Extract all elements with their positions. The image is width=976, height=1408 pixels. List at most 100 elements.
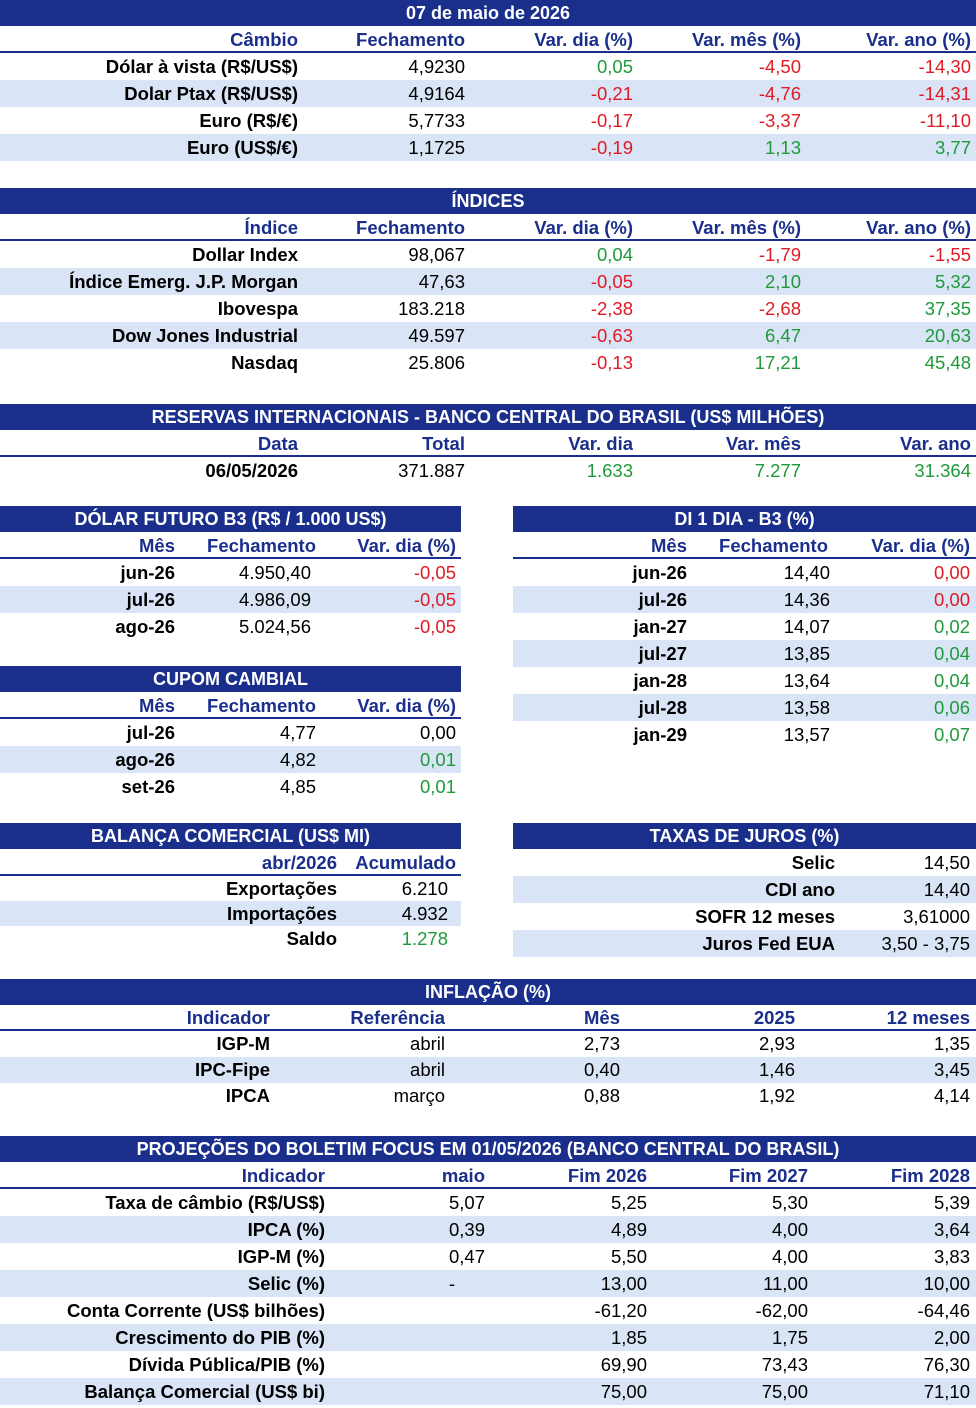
cell: 5,7733	[408, 110, 465, 131]
table-row: Ibovespa 183.218 -2,38 -2,68 37,35	[0, 295, 976, 322]
row-label: jan-27	[633, 616, 687, 637]
cell: abril	[410, 1033, 445, 1054]
col-header: Mês	[139, 695, 175, 716]
col-header: Indicador	[241, 1165, 325, 1186]
cell: 14,07	[783, 616, 830, 637]
focus-header-row: Indicador maio Fim 2026 Fim 2027 Fim 202…	[0, 1162, 976, 1189]
col-header: Mês	[584, 1007, 620, 1028]
cell: 0,01	[419, 749, 456, 770]
cell	[325, 1378, 485, 1405]
cell: 4,85	[279, 776, 316, 797]
row-label: IPC-Fipe	[194, 1059, 270, 1080]
col-header: Fim 2028	[890, 1165, 970, 1186]
cell: 37,35	[924, 298, 971, 319]
col-header: Data	[257, 433, 298, 454]
date-title: 07 de maio de 2026	[0, 0, 976, 26]
row-label: Nasdaq	[231, 352, 298, 373]
cell: -14,30	[918, 56, 971, 77]
cell: -2,68	[758, 298, 801, 319]
table-row: Juros Fed EUA 3,50 - 3,75	[513, 930, 976, 957]
row-label: Ibovespa	[217, 298, 298, 319]
table-row: Euro (US$/€) 1,1725 -0,19 1,13 3,77	[0, 134, 976, 161]
row-label: Selic	[791, 852, 835, 873]
table-row: jul-28 13,58 0,06	[513, 694, 976, 721]
col-header: Acumulado	[355, 852, 456, 873]
cell: -0,05	[413, 562, 456, 583]
col-header: Referência	[350, 1007, 445, 1028]
col-header: Fim 2027	[728, 1165, 808, 1186]
dolar-futuro-section: DÓLAR FUTURO B3 (R$ / 1.000 US$) Mês Fec…	[0, 506, 461, 640]
cell: 4.986,09	[238, 589, 311, 610]
col-header: Mês	[139, 535, 175, 556]
table-row: jul-26 14,36 0,00	[513, 586, 976, 613]
cell: 4,9230	[408, 56, 465, 77]
cell: 0,04	[596, 244, 633, 265]
cell: 0,04	[933, 670, 970, 691]
cell: 4.932	[401, 903, 448, 924]
col-header: 12 meses	[886, 1007, 970, 1028]
col-header: Fechamento	[207, 695, 316, 716]
cell: 0,40	[583, 1059, 620, 1080]
cell: -	[448, 1273, 455, 1294]
cell: 4.950,40	[238, 562, 311, 583]
cell: 98,067	[408, 244, 465, 265]
table-row: Dolar Ptax (R$/US$) 4,9164 -0,21 -4,76 -…	[0, 80, 976, 107]
cell: 10,00	[923, 1273, 970, 1294]
cell: -4,76	[758, 83, 801, 104]
row-label: IGP-M	[216, 1033, 270, 1054]
cell: 45,48	[924, 352, 971, 373]
cell: -0,21	[590, 83, 633, 104]
cambio-header-row: Câmbio Fechamento Var. dia (%) Var. mês …	[0, 26, 976, 53]
cell: 1.278	[401, 928, 448, 949]
row-label: IGP-M (%)	[237, 1246, 325, 1267]
cell: 14,40	[783, 562, 830, 583]
section-title: INFLAÇÃO (%)	[0, 979, 976, 1005]
row-label: jul-28	[638, 697, 687, 718]
table-row: IGP-M abril 2,73 2,93 1,35	[0, 1031, 976, 1057]
table-row: IGP-M (%) 0,47 5,50 4,00 3,83	[0, 1243, 976, 1270]
row-label: jul-27	[638, 643, 687, 664]
cell: 4,00	[771, 1219, 808, 1240]
col-header: Índice	[244, 217, 298, 238]
cell: 14,36	[783, 589, 830, 610]
section-title: ÍNDICES	[0, 188, 976, 214]
section-title: PROJEÇÕES DO BOLETIM FOCUS EM 01/05/2026…	[0, 1136, 976, 1162]
cell: 13,64	[783, 670, 830, 691]
col-header: Var. dia	[568, 433, 633, 454]
section-title: DÓLAR FUTURO B3 (R$ / 1.000 US$)	[0, 506, 461, 532]
cell: março	[393, 1085, 445, 1106]
cell: 4,9164	[408, 83, 465, 104]
cell: 73,43	[761, 1354, 808, 1375]
balanca-header-row: abr/2026 Acumulado	[0, 849, 461, 876]
row-label: Saldo	[286, 928, 337, 949]
cell: 2,00	[933, 1327, 970, 1348]
section-title: RESERVAS INTERNACIONAIS - BANCO CENTRAL …	[0, 404, 976, 430]
cell: -0,17	[590, 110, 633, 131]
cell: 2,73	[583, 1033, 620, 1054]
cell: -62,00	[755, 1300, 808, 1321]
focus-section: PROJEÇÕES DO BOLETIM FOCUS EM 01/05/2026…	[0, 1136, 976, 1405]
table-row: Euro (R$/€) 5,7733 -0,17 -3,37 -11,10	[0, 107, 976, 134]
row-label: ago-26	[115, 749, 175, 770]
cell: 3,83	[933, 1246, 970, 1267]
table-row: jun-26 4.950,40 -0,05	[0, 559, 461, 586]
cell: 76,30	[923, 1354, 970, 1375]
cell: 47,63	[418, 271, 465, 292]
cell: -0,05	[590, 271, 633, 292]
table-row: SOFR 12 meses 3,61000	[513, 903, 976, 930]
cell: 25.806	[408, 352, 465, 373]
cell: -0,05	[413, 589, 456, 610]
col-header: Var. mês (%)	[691, 29, 801, 50]
cell: 1,85	[610, 1327, 647, 1348]
table-row: Crescimento do PIB (%) 1,85 1,75 2,00	[0, 1324, 976, 1351]
row-label: Índice Emerg. J.P. Morgan	[69, 271, 298, 292]
cell: -3,37	[758, 110, 801, 131]
table-row: Importações 4.932	[0, 901, 461, 926]
dolar-futuro-header-row: Mês Fechamento Var. dia (%)	[0, 532, 461, 559]
table-row: Conta Corrente (US$ bilhões) -61,20 -62,…	[0, 1297, 976, 1324]
cell: 5,32	[934, 271, 971, 292]
table-row: Dólar à vista (R$/US$) 4,9230 0,05 -4,50…	[0, 53, 976, 80]
table-row: jul-27 13,85 0,04	[513, 640, 976, 667]
row-label: IPCA	[225, 1085, 270, 1106]
table-row: jul-26 4,77 0,00	[0, 719, 461, 746]
